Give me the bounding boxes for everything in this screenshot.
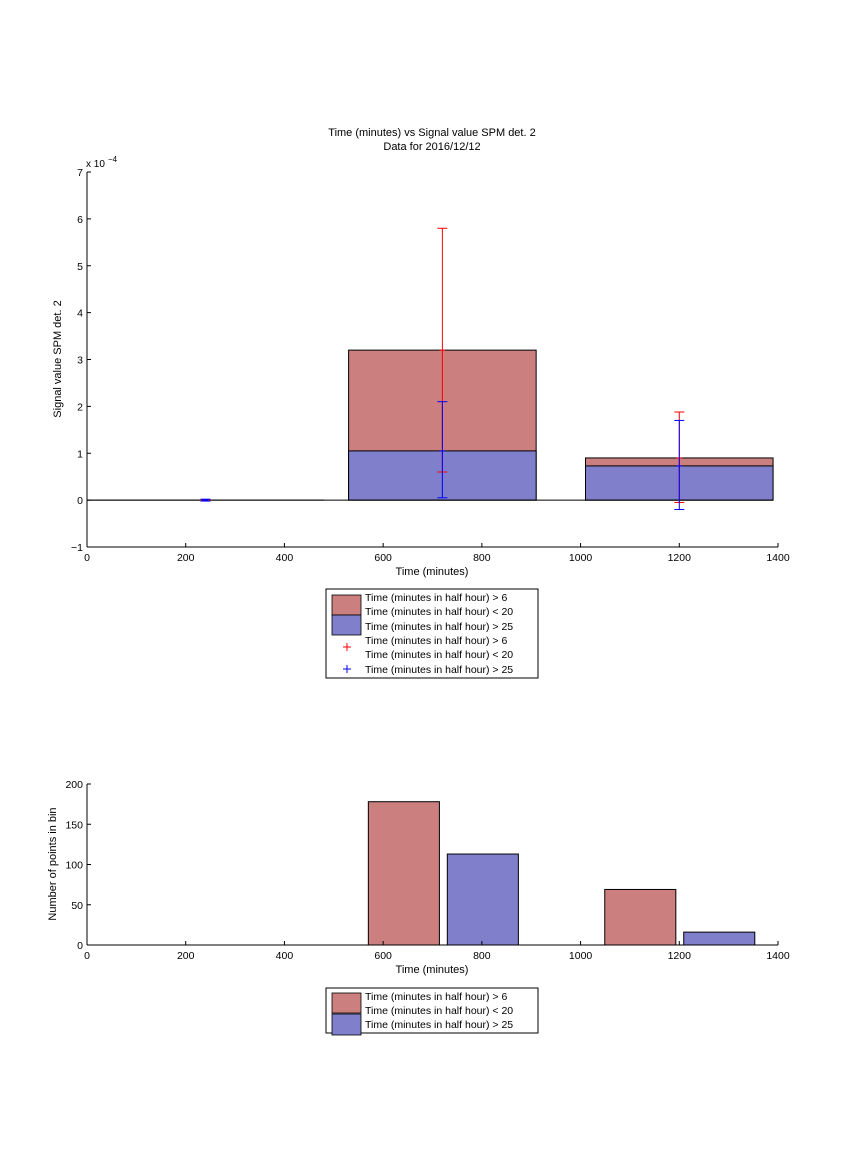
x-tick-label: 1000 <box>569 950 593 962</box>
y-tick-label: 7 <box>77 167 83 179</box>
signal-legend: Time (minutes in half hour) > 6 Time (mi… <box>325 588 539 679</box>
legend-marker-blue <box>343 665 351 673</box>
error-bar-blue <box>674 419 685 510</box>
x-tick-label: 200 <box>177 950 195 962</box>
x-tick-label: 400 <box>276 552 294 564</box>
y-axis-label: Number of points in bin <box>47 807 59 920</box>
x-tick-label: 800 <box>473 950 491 962</box>
chart-subtitle: Data for 2016/12/12 <box>383 141 480 153</box>
y-tick-label: 0 <box>77 495 83 507</box>
legend-text: Time (minutes in half hour) < 20 <box>365 606 513 618</box>
y-tick-label: 150 <box>65 819 83 831</box>
x-tick-label: 600 <box>374 950 392 962</box>
legend-text: Time (minutes in half hour) < 20 <box>365 649 513 661</box>
count-axes: 0 200 400 600 800 1000 1200 1400 0 50 100 150 200 <box>65 779 789 962</box>
x-tick-label: 1200 <box>668 950 692 962</box>
legend-text: Time (minutes in half hour) < 20 <box>365 1005 513 1017</box>
legend-text: Time (minutes in half hour) > 6 <box>365 991 507 1003</box>
y-tick-label: −1 <box>71 542 83 554</box>
x-tick-label: 1400 <box>766 950 790 962</box>
x-axis-label: Time (minutes) <box>396 964 469 976</box>
y-tick-label: 100 <box>65 860 83 872</box>
legend-text: Time (minutes in half hour) > 25 <box>365 621 513 633</box>
count-legend: Time (minutes in half hour) > 6 Time (mi… <box>325 987 539 1036</box>
error-bar-blue <box>200 498 211 502</box>
x-tick-label: 1200 <box>668 552 692 564</box>
signal-chart: Time (minutes) vs Signal value SPM det. … <box>52 127 790 578</box>
legend-swatch-blue <box>331 1013 362 1036</box>
signal-error-bars <box>200 227 685 510</box>
count-bars <box>367 801 756 946</box>
y-tick-label: 1 <box>77 448 83 460</box>
y-axis-label: Signal value SPM det. 2 <box>52 300 64 417</box>
y-tick-label: 0 <box>77 940 83 952</box>
y-tick-label: 5 <box>77 261 83 273</box>
legend-marker-red <box>343 643 351 651</box>
legend-text: Time (minutes in half hour) > 25 <box>365 664 513 676</box>
x-tick-label: 0 <box>84 552 90 564</box>
x-tick-label: 400 <box>276 950 294 962</box>
exponent-label: x 10 −4 <box>86 155 118 170</box>
signal-bars <box>87 349 774 501</box>
y-tick-label: 2 <box>77 401 83 413</box>
x-tick-label: 1000 <box>569 552 593 564</box>
legend-swatch-blue <box>331 614 362 636</box>
legend-text: Time (minutes in half hour) > 6 <box>365 592 507 604</box>
x-tick-label: 1400 <box>766 552 790 564</box>
x-tick-label: 200 <box>177 552 195 564</box>
y-tick-label: 3 <box>77 355 83 367</box>
y-tick-label: 4 <box>77 308 83 320</box>
count-chart: 0 200 400 600 800 1000 1200 1400 0 50 100 150 200 Ti… <box>47 779 790 976</box>
y-tick-label: 6 <box>77 214 83 226</box>
x-tick-label: 800 <box>473 552 491 564</box>
legend-swatch-red <box>331 594 362 616</box>
y-tick-label: 200 <box>65 779 83 791</box>
count-bar-blue <box>446 853 519 946</box>
count-bar-blue <box>683 931 756 946</box>
x-axis-label: Time (minutes) <box>396 566 469 578</box>
count-bar-red <box>367 801 440 946</box>
legend-swatch-red <box>331 992 362 1014</box>
count-bar-red <box>604 888 677 946</box>
legend-text: Time (minutes in half hour) > 6 <box>365 635 507 647</box>
exponent-base: x 10 <box>86 159 105 170</box>
y-tick-label: 50 <box>71 900 83 912</box>
x-tick-label: 0 <box>84 950 90 962</box>
legend-text: Time (minutes in half hour) > 25 <box>365 1019 513 1031</box>
error-bar-blue <box>437 401 448 499</box>
exponent-power: −4 <box>108 155 118 164</box>
chart-title: Time (minutes) vs Signal value SPM det. … <box>328 127 535 139</box>
x-tick-label: 600 <box>374 552 392 564</box>
